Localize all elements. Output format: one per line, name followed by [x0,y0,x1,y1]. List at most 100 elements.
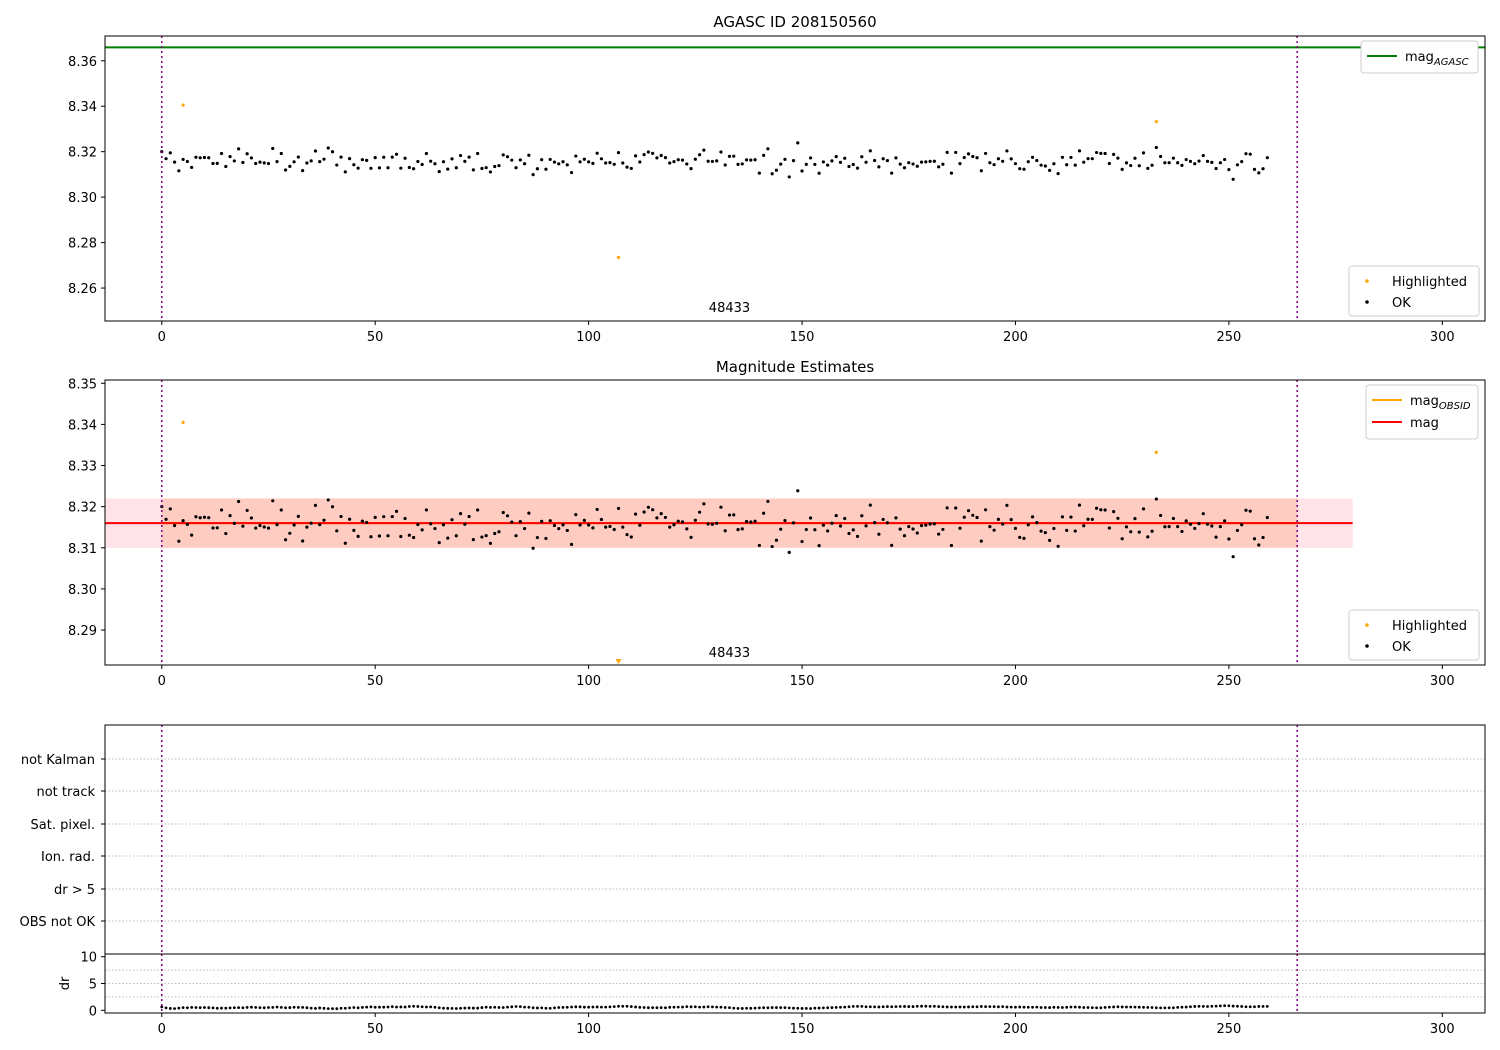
p2-ok-point [1026,523,1030,527]
p1-ok-point [988,161,992,165]
p1-ok-point [172,160,177,164]
p4-dr-point [420,1005,424,1009]
p1-ok-point [1129,163,1133,168]
p2-ok-point [429,522,433,526]
p4-dr-point [523,1005,526,1009]
p1-ok-point [569,170,574,175]
p4-dr-point [403,1005,407,1009]
p2-ok-point [288,531,292,535]
p4-dr-point [1005,1005,1009,1009]
p1-ok-point [710,159,715,164]
p1-ok-point [1069,155,1073,160]
p4-dr-point [890,1005,894,1009]
p4-dr-point [471,1006,475,1010]
p1-ok-point [1060,155,1065,159]
p4-dr-point [1086,1006,1090,1009]
p2-ok-point [172,523,177,528]
p4-dr-point [185,1006,189,1010]
p2-ok-point [497,530,501,534]
p2-ytick-label: 8.34 [68,418,97,433]
p4-dr-point [988,1005,992,1009]
p4-dr-point [817,1006,821,1010]
p1-ok-point [1163,161,1167,165]
p2-ok-point [433,526,437,531]
p1-ok-point [1197,159,1201,163]
p1-ok-point [715,159,719,163]
p4-dr-point [168,1007,172,1010]
p4-dr-point [762,1006,766,1010]
p2-ok-point [1039,529,1043,533]
p2-ok-point [962,515,966,519]
p1-ok-point [796,141,800,145]
p4-dr-point [250,1005,253,1009]
p2-ok-point [834,514,838,518]
p1-ok-point [979,169,983,173]
p1-ok-point [928,159,932,163]
p1-frame [104,35,1486,322]
p4-dr-point [1090,1006,1094,1010]
p2-ok-point [740,527,744,531]
p4-dr-point [399,1005,403,1009]
p2-ok-point [194,515,198,519]
p2-ok-point [1205,522,1210,526]
p2-ok-point [1030,515,1035,519]
p1-ok-point [305,161,309,165]
p4-dr-point [779,1006,783,1010]
p2-ok-point [356,534,360,538]
p2-ok-point [309,521,313,525]
p4-dr-point [1073,1005,1077,1009]
p2-ok-point [450,518,454,522]
p2-ok-point [693,518,697,522]
p1-ok-point [1052,162,1056,166]
p4-dr-point [689,1005,693,1009]
p2-ok-point [638,523,642,527]
p2-ok-point [185,522,189,526]
p1-ok-point [932,159,936,163]
p1-ok-point [296,155,300,159]
p2-ok-point [668,525,672,529]
p1-ok-point [561,160,565,164]
p4-dr-point [766,1006,770,1010]
p4-dr-point [881,1005,885,1009]
p1-ok-point [676,158,680,162]
p4-dr-point [1116,1005,1120,1009]
p1-ok-point [1124,161,1129,165]
p4-dr-point [326,1007,330,1011]
p1-ok-point [386,166,390,170]
p2-legend-label: OK [1392,640,1411,655]
p2-ok-point [343,541,347,545]
p1-ok-point [1184,157,1188,162]
p2-ytick-label: 8.33 [68,460,97,475]
p4-dr-point [190,1005,194,1009]
p1-ok-point [813,162,817,167]
p4-dr-point [1261,1004,1265,1008]
p1-ok-point [1120,167,1124,172]
p1-xtick-label: 300 [1430,330,1455,345]
p4-dr-point [693,1005,697,1009]
p2-ok-point [181,519,185,523]
p4-dr-point [886,1005,889,1008]
p2-ok-point [505,514,510,518]
p4-dr-point [834,1006,838,1009]
p4-dr-point [971,1005,975,1009]
p2-ok-point [446,536,450,540]
p4-dr-point [1039,1006,1043,1009]
p1-ok-point [689,167,693,171]
p4-dr-point [454,1007,458,1010]
p2-ok-point [621,525,625,529]
p3-flag-label: not track [36,785,95,800]
p4-dr-point [638,1005,642,1009]
p2-ok-point [1129,530,1133,534]
p2-ok-point [463,522,467,526]
p4-dr-point [1061,1006,1064,1009]
p1-ok-point [655,156,659,160]
p4-dr-point [459,1006,462,1010]
p1-ok-point [1231,177,1235,181]
p2-ok-point [1231,555,1235,559]
p2-ok-point [369,535,373,539]
p2-xtick-label: 50 [367,674,384,689]
p1-ok-point [531,173,535,177]
p4-dr-point [932,1004,936,1008]
p1-ok-point [753,158,757,162]
p4-xtick-label: 250 [1216,1022,1241,1037]
